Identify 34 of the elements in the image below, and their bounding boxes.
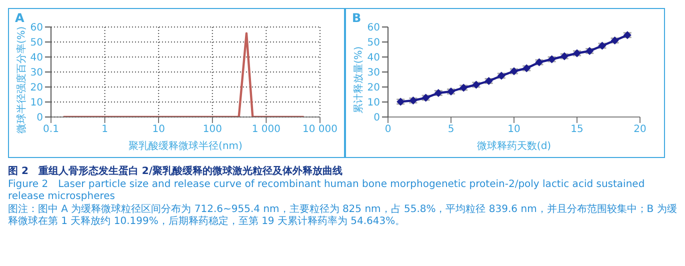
y-tick-label: 10 [30,98,43,109]
x-tick-label: 0 [384,124,392,136]
x-tick-label: 10 000 [302,124,338,136]
x-tick-label: 5 [448,124,454,136]
y-tick-label: 0 [374,112,380,124]
x-tick-label: 10 [508,124,520,136]
y-tick-label: 40 [367,52,380,64]
caption: Figure 2 Laser particle size and release curve of recombinant human bone morphogenetic protein-2/poly lactic acid sustained release microspheres [8,179,646,203]
chart-title: B [352,11,362,25]
y-tick-label: 20 [367,82,380,94]
y-tick-label: 60 [30,22,43,34]
x-axis-title: 聚乳酸缓释微球半径(nm) [128,140,243,152]
x-tick-label: 0.1 [43,124,59,136]
y-tick-label: 0 [36,112,43,124]
x-tick-label: 1 [102,124,108,136]
text: 图注：图中 A 为缓释微球粒径区间分布为 712.6~955.4 nm，主要粒径为 825 nm，占 55.8%，平均粒径 839.6 nm，并且分布范围较集中；B 为缓释微球在第 1 天释放约 10.199%，后期释药稳定，至第 19 天累计释药率为 54.643%。 [8,204,677,228]
y-tick-label: 40 [30,52,43,64]
y-axis-title: 累计释放量(%) [352,46,365,114]
y-tick-label: 50 [30,38,43,49]
y-tick-label: 10 [367,98,380,109]
y-axis-title: 微球半径强度百分率(%) [16,26,28,134]
caption: 图 2 重组人骨形态发生蛋白 2/聚乳酸缓释的微球激光粒径及体外释放曲线 [8,166,344,178]
x-axis-title: 微球释药天数(d) [476,140,552,152]
x-tick-label: 10 [152,124,165,136]
chart-title: A [15,11,24,25]
x-tick-label: 15 [570,124,584,136]
y-tick-label: 30 [367,68,380,79]
y-tick-label: 20 [30,82,43,94]
x-tick-label: 1 000 [252,124,281,136]
y-tick-label: 60 [367,22,380,34]
y-tick-label: 30 [30,68,43,79]
x-tick-label: 20 [634,124,646,136]
y-tick-label: 50 [367,38,380,49]
x-tick-label: 100 [202,124,222,136]
